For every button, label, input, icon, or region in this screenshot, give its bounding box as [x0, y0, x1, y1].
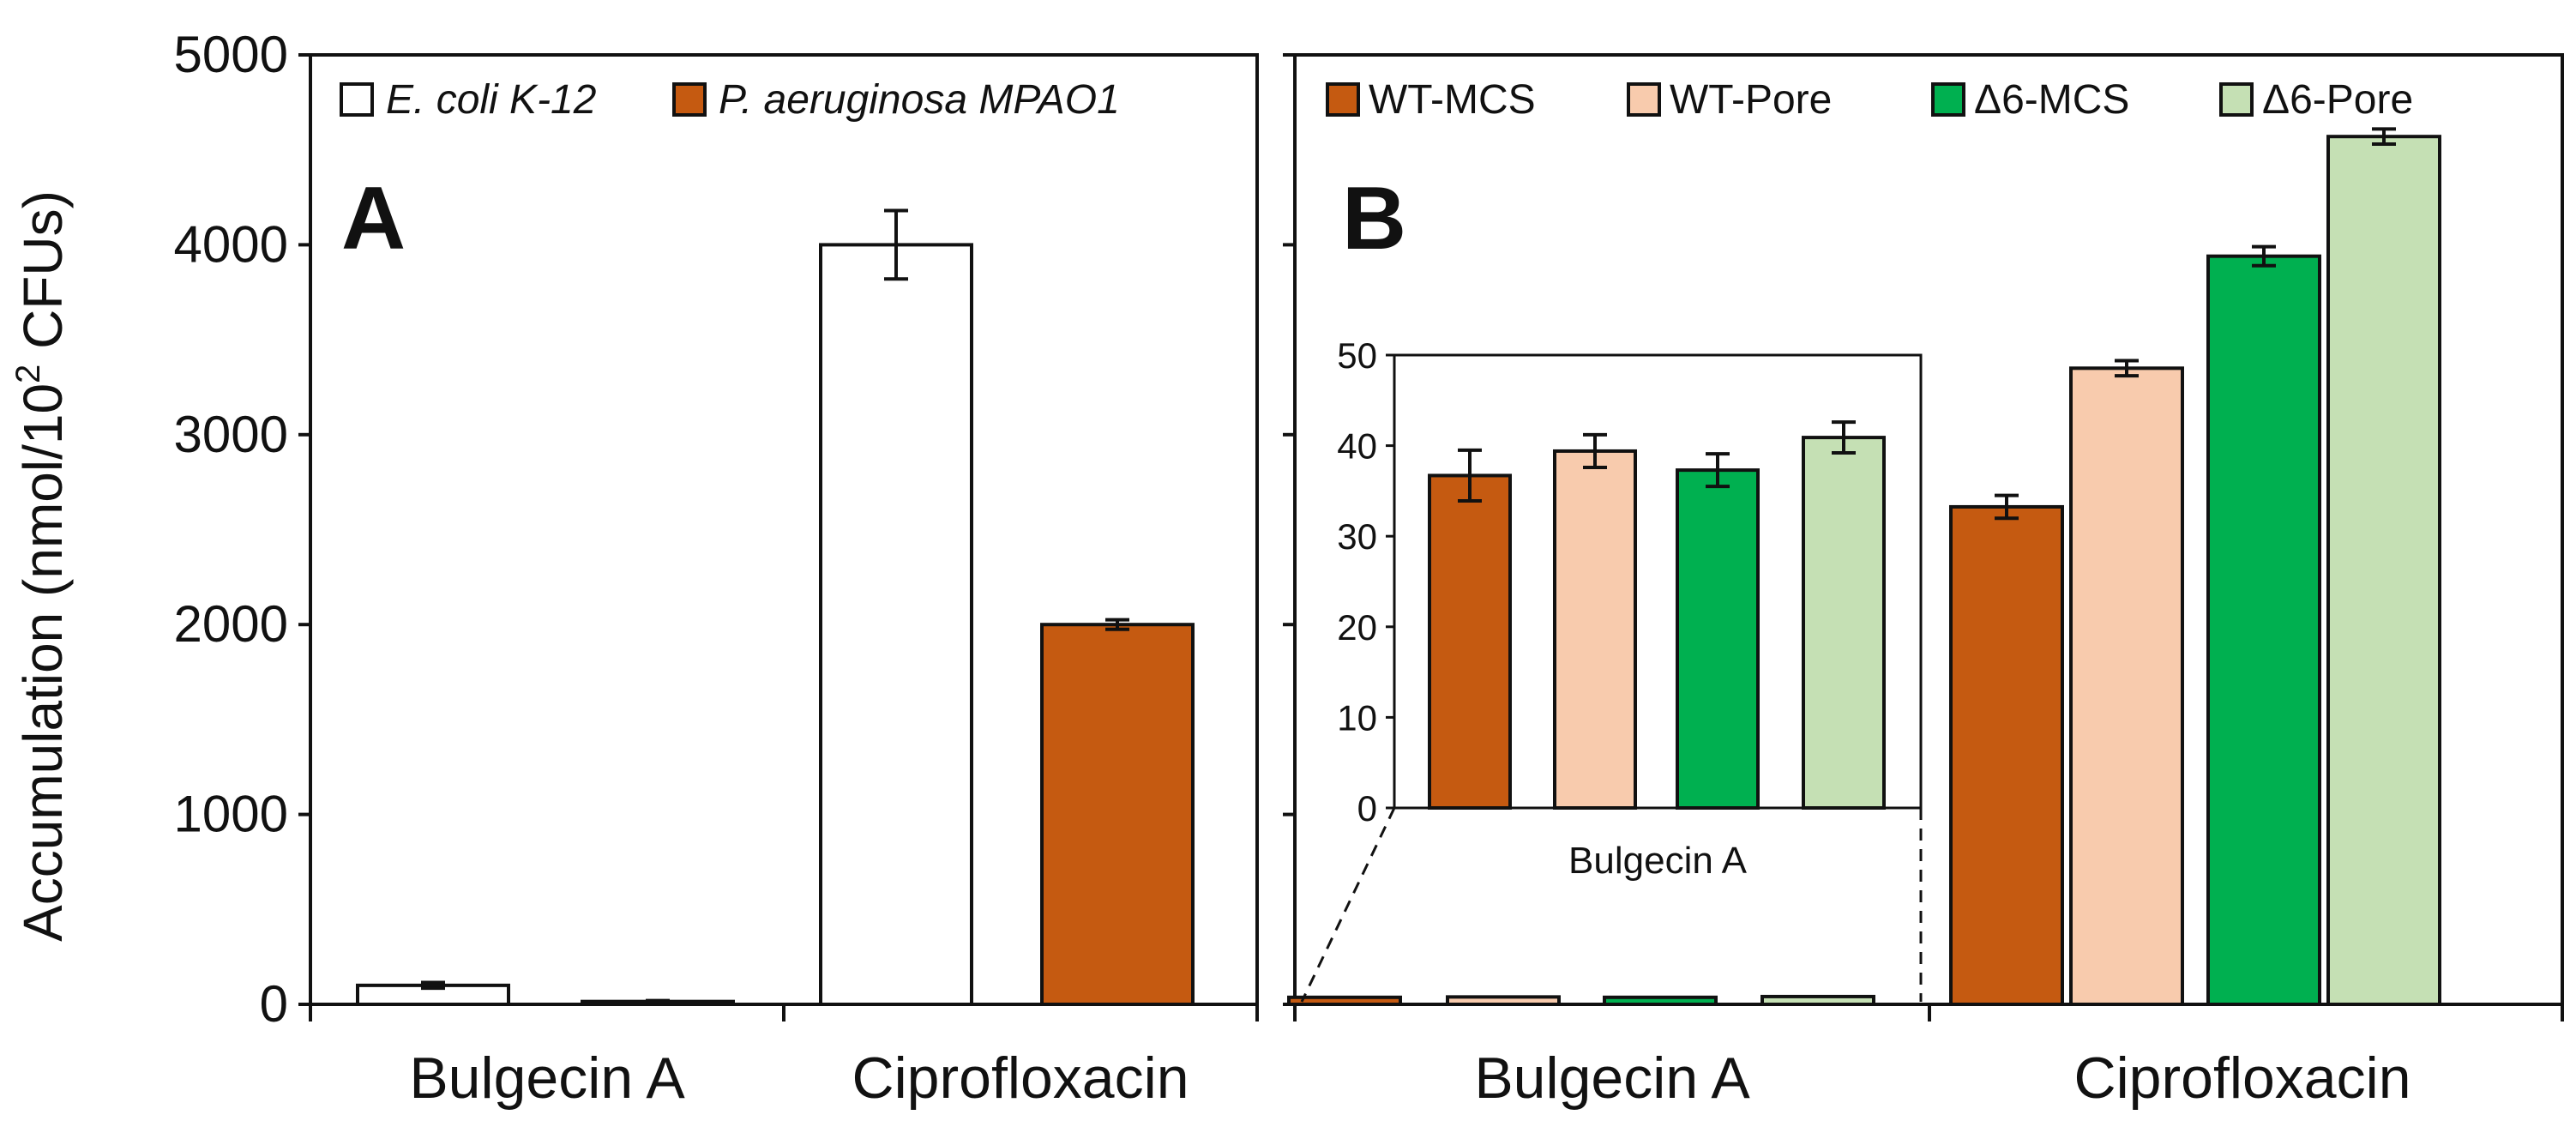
y-tick-label: 0: [260, 975, 288, 1033]
inset-bar: [1553, 449, 1637, 810]
inset-bar: [1802, 436, 1886, 810]
legend-label-d6-mcs: Δ6-MCS: [1974, 77, 2129, 123]
y-tick-label: 1000: [174, 786, 288, 843]
legend-label-d6-pore: Δ6-Pore: [2262, 77, 2413, 123]
y-axis-title-sup: 2: [9, 365, 47, 383]
legend-swatch-d6-pore: [2219, 82, 2254, 117]
y-tick-label: 4000: [174, 215, 288, 273]
panel-b: Bulgecin A Ciprofloxacin B WT-MCS WT-Por…: [1283, 53, 2564, 1111]
panel-a-x-label-bulgecin: Bulgecin A: [409, 1046, 685, 1111]
panel-a: 0 1000 2000 3000 4000 5000 Bulgecin A Ciprofl…: [174, 26, 1259, 1111]
panel-a-x-ticks: [309, 1004, 1259, 1021]
panel-a-legend: E. coli K-12 P. aeruginosa MPAO1: [340, 77, 1120, 123]
y-tick-label: 5000: [174, 26, 288, 83]
legend-swatch-ecoli: [340, 82, 374, 117]
panel-b-bar: [2069, 366, 2184, 1006]
y-tick-label: 2000: [174, 595, 288, 653]
panel-b-bar: [1603, 995, 1718, 1007]
panel-b-label: B: [1342, 169, 1406, 268]
y-axis-title: Accumulation (nmol/102 CFUs): [9, 190, 74, 942]
inset-y-tick-label: 0: [1357, 788, 1377, 829]
panel-b-x-ticks: [1293, 1004, 2564, 1021]
inset-y-tick-label: 50: [1337, 335, 1377, 376]
inset-zoom-line-left: [1300, 807, 1396, 1003]
panel-a-bar: [1040, 623, 1195, 1006]
inset-bar: [1676, 468, 1760, 810]
panel-b-bar: [1287, 995, 1402, 1007]
panel-b-y-ticks: [1283, 53, 1295, 1006]
panel-b-x-label-bulgecin: Bulgecin A: [1474, 1046, 1750, 1111]
panel-b-bar: [1949, 504, 2064, 1006]
inset-y-tick-label: 20: [1337, 607, 1377, 648]
y-tick-label: 3000: [174, 406, 288, 463]
inset-bars: [1428, 420, 1886, 810]
panel-a-x-label-ciprofloxacin: Ciprofloxacin: [852, 1046, 1189, 1111]
legend-label-ecoli: E. coli K-12: [386, 77, 596, 123]
panel-b-legend: WT-MCS WT-Pore Δ6-MCS Δ6-Pore: [1326, 77, 2413, 123]
panel-b-bars: [1287, 127, 2441, 1007]
panel-b-bar: [1446, 995, 1561, 1006]
panel-a-y-ticks: 0 1000 2000 3000 4000 5000: [174, 26, 310, 1033]
panel-a-label: A: [341, 169, 406, 268]
legend-label-wt-pore: WT-Pore: [1670, 77, 1832, 123]
legend-swatch-wt-pore: [1627, 82, 1661, 117]
legend-swatch-paeruginosa: [672, 82, 707, 117]
panel-a-bar: [819, 243, 973, 1006]
inset-y-tick-label: 10: [1337, 697, 1377, 738]
legend-label-wt-mcs: WT-MCS: [1369, 77, 1536, 123]
inset-y-ticks: 0 10 20 30 40 50: [1337, 335, 1394, 829]
inset-bar: [1428, 473, 1512, 810]
panel-b-x-label-ciprofloxacin: Ciprofloxacin: [2073, 1046, 2410, 1111]
y-axis-title-tail: CFUs): [12, 190, 74, 365]
inset-y-tick-label: 40: [1337, 426, 1377, 467]
legend-swatch-wt-mcs: [1326, 82, 1360, 117]
legend-swatch-d6-mcs: [1931, 82, 1965, 117]
y-axis-title-main: Accumulation (nmol/10: [12, 383, 74, 942]
panel-b-bar: [2206, 254, 2321, 1006]
inset-chart: 0 10 20 30 40 50 Bulgecin A: [1300, 335, 1923, 1003]
inset-y-tick-label: 30: [1337, 516, 1377, 557]
inset-x-label: Bulgecin A: [1568, 840, 1748, 882]
panel-a-bars: [356, 208, 1195, 1006]
panel-b-bar: [2326, 135, 2441, 1006]
legend-label-paeruginosa: P. aeruginosa MPAO1: [719, 77, 1120, 123]
panel-b-bar: [1760, 994, 1875, 1007]
